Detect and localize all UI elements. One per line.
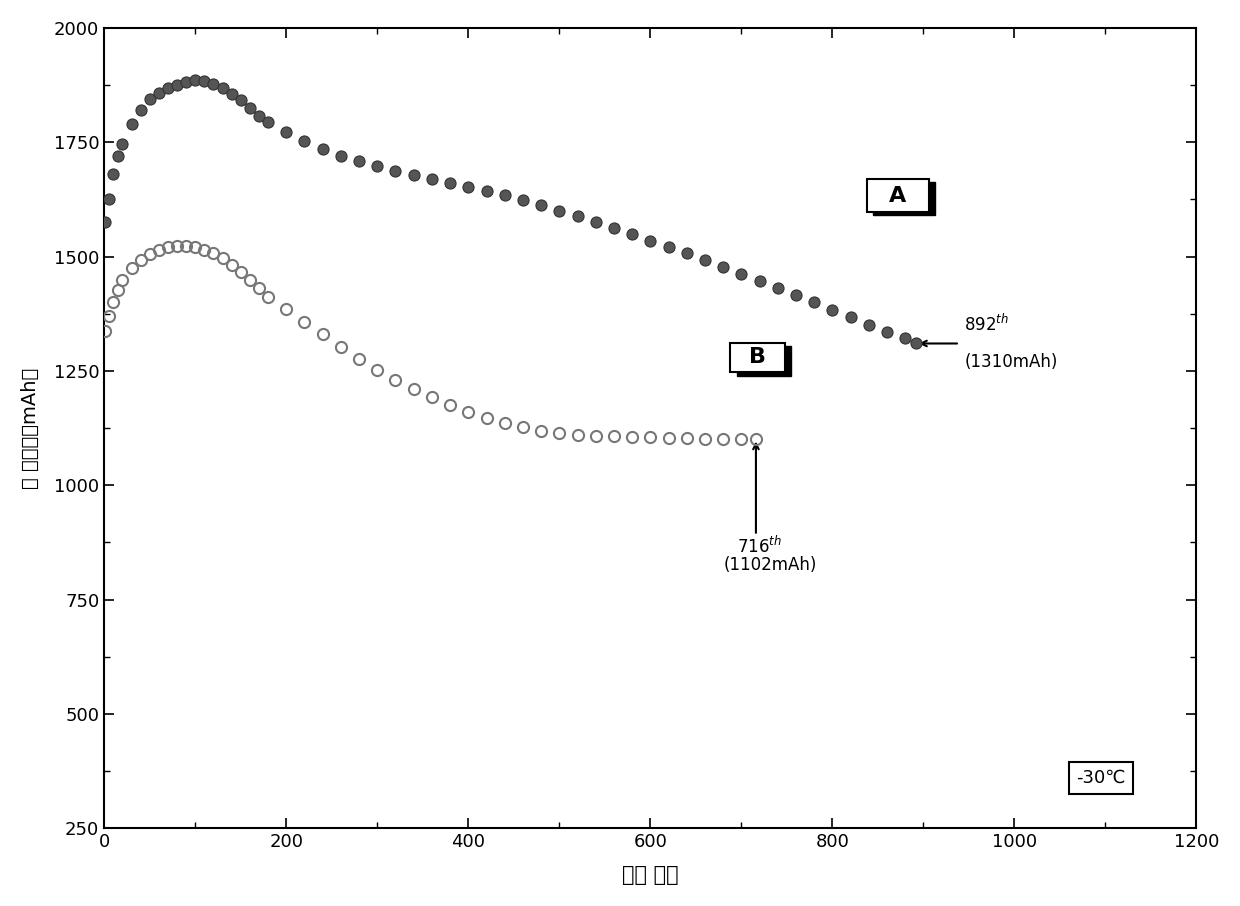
FancyBboxPatch shape <box>730 342 785 372</box>
FancyBboxPatch shape <box>873 182 935 216</box>
FancyBboxPatch shape <box>867 179 929 212</box>
Text: A: A <box>889 186 906 206</box>
Text: B: B <box>749 347 766 367</box>
X-axis label: 循环 次数: 循环 次数 <box>622 865 678 885</box>
Text: $716^{th}$: $716^{th}$ <box>737 535 782 557</box>
Text: $892^{th}$: $892^{th}$ <box>965 313 1009 334</box>
Text: -30℃: -30℃ <box>1076 769 1126 787</box>
Text: (1310mAh): (1310mAh) <box>965 352 1058 371</box>
Text: (1102mAh): (1102mAh) <box>723 556 816 574</box>
FancyBboxPatch shape <box>737 346 791 375</box>
Y-axis label: 放 电容量（mAh）: 放 电容量（mAh） <box>21 368 40 488</box>
